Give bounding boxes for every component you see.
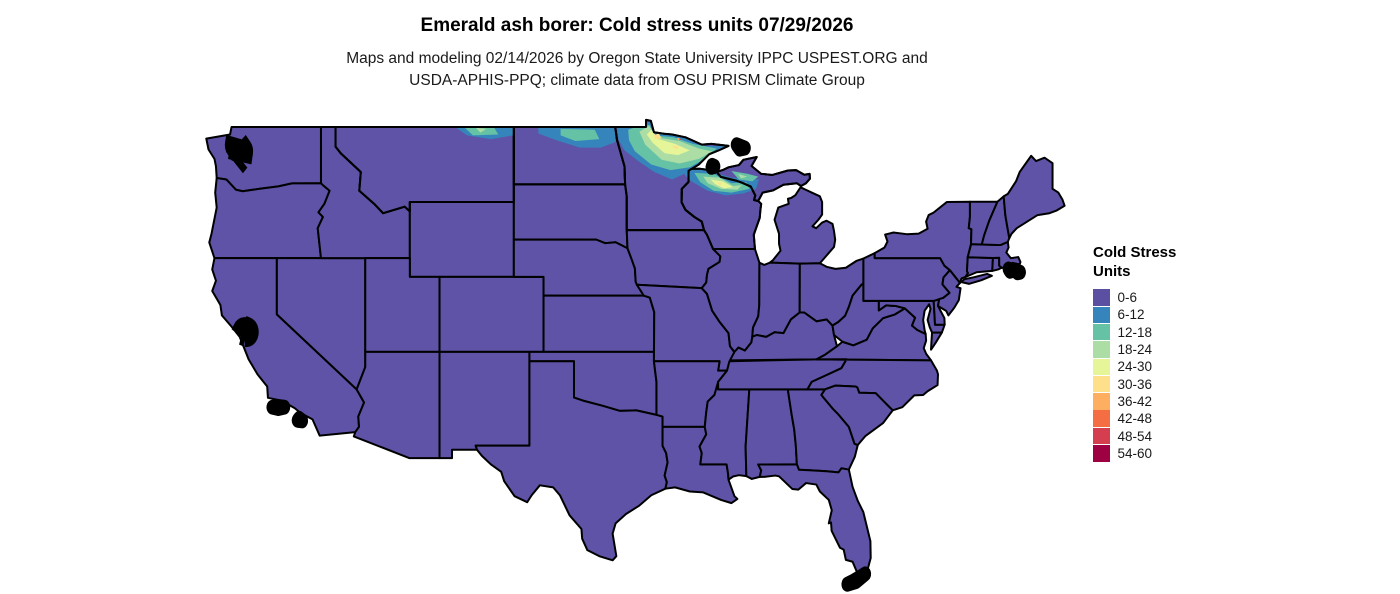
legend-title-line-1: Cold Stress	[1093, 244, 1177, 261]
state-shapes	[206, 120, 1064, 574]
state-michigan	[770, 187, 835, 263]
legend-swatch-48-54	[1093, 427, 1110, 445]
legend-label: 6-12	[1117, 307, 1145, 323]
subtitle-line-2: USDA-APHIS-PPQ; climate data from OSU PR…	[409, 72, 865, 89]
inland-water-lines	[224, 129, 259, 348]
islands	[266, 137, 1026, 592]
legend-swatch-6-12	[1093, 306, 1110, 324]
legend-swatch-36-42	[1093, 393, 1110, 410]
raster-blob-30-36-minnesota-b	[672, 145, 680, 150]
catalina-island	[291, 410, 309, 429]
florida-keys	[841, 566, 872, 592]
subtitle-line-1: Maps and modeling 02/14/2026 by Oregon S…	[346, 50, 928, 67]
legend-swatch-12-18	[1093, 323, 1110, 341]
legend-title-line-2: Units	[1093, 263, 1131, 280]
isle-royale	[730, 137, 751, 157]
state-oregon	[209, 178, 329, 258]
san-francisco-bay-line	[231, 316, 259, 348]
marthas-vineyard	[1002, 261, 1019, 279]
legend-swatch-18-24	[1093, 341, 1110, 358]
legend-swatch-24-30	[1093, 358, 1110, 376]
legend-label: 12-18	[1117, 324, 1153, 340]
legend-label: 54-60	[1117, 445, 1153, 461]
raster-blob-18-24-montana	[475, 127, 487, 133]
legend-label: 0-6	[1117, 290, 1138, 306]
legend-item: 36-42	[1093, 393, 1213, 410]
legend-items: 0-6 6-12 12-18 18-24 24-30 30-36 36-42 4…	[1093, 289, 1213, 462]
legend-label: 30-36	[1117, 376, 1153, 392]
legend-item: 48-54	[1093, 427, 1213, 445]
puget-sound-line-2	[226, 146, 248, 174]
cold-stress-raster-layer	[455, 121, 759, 196]
legend-label: 24-30	[1117, 359, 1153, 375]
state-colorado	[440, 277, 544, 352]
legend-item: 12-18	[1093, 323, 1213, 341]
raster-blob-30-36-minnesota-a	[653, 133, 662, 140]
channel-islands	[266, 399, 291, 416]
legend-label: 48-54	[1117, 428, 1153, 444]
apostle-islands	[705, 157, 721, 175]
legend-swatch-54-60	[1093, 445, 1110, 462]
state-maine	[1004, 156, 1065, 238]
raster-blob-48-54-minnesota	[679, 138, 682, 141]
raster-blob-36-42-minnesota	[676, 137, 680, 141]
legend-title: Cold Stress Units	[1093, 243, 1213, 281]
legend-label: 18-24	[1117, 342, 1153, 358]
legend-item: 54-60	[1093, 445, 1213, 462]
state-florida	[758, 464, 870, 574]
legend-swatch-0-6	[1093, 289, 1110, 306]
state-pennsylvania	[863, 253, 949, 301]
header: Emerald ash borer: Cold stress units 07/…	[0, 14, 1274, 92]
legend: Cold Stress Units 0-6 6-12 12-18 18-24 2…	[1093, 243, 1213, 462]
legend-item: 24-30	[1093, 358, 1213, 376]
legend-label: 36-42	[1117, 393, 1153, 409]
state-virginia-eastern-shore	[931, 333, 942, 350]
raster-blob-12-18-north-dakota	[560, 128, 600, 142]
legend-label: 42-48	[1117, 411, 1153, 427]
puget-sound-line	[224, 129, 254, 167]
state-kansas	[544, 296, 655, 352]
legend-item: 30-36	[1093, 375, 1213, 393]
page-subtitle: Maps and modeling 02/14/2026 by Oregon S…	[0, 48, 1274, 92]
legend-item: 18-24	[1093, 341, 1213, 358]
legend-swatch-42-48	[1093, 410, 1110, 427]
state-new-mexico	[440, 352, 530, 458]
page-title: Emerald ash borer: Cold stress units 07/…	[420, 15, 854, 36]
legend-swatch-30-36	[1093, 375, 1110, 393]
legend-item: 0-6	[1093, 289, 1213, 306]
raster-blob-24-30-wisconsin	[710, 179, 733, 189]
legend-item: 42-48	[1093, 410, 1213, 427]
state-wyoming	[410, 202, 514, 277]
legend-item: 6-12	[1093, 306, 1213, 324]
state-arizona	[354, 352, 440, 458]
raster-blob-30-36-wisconsin	[717, 182, 723, 186]
raster-blob-24-30-minnesota	[646, 129, 690, 156]
